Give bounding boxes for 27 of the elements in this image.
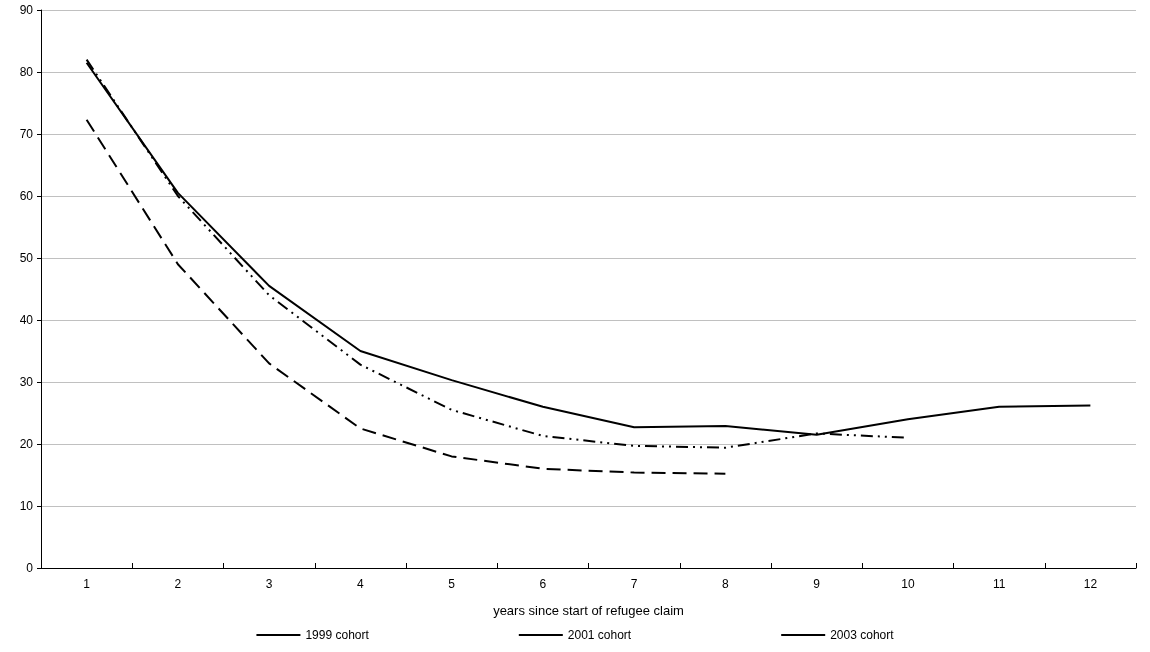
y-tick-label: 40	[19, 313, 34, 327]
x-tick-label: 2	[174, 577, 182, 591]
x-tick-label: 12	[1083, 577, 1098, 591]
y-tick-label: 90	[19, 3, 34, 17]
legend-label: 2003 cohort	[830, 628, 895, 642]
legend-label: 2001 cohort	[567, 628, 632, 642]
x-tick-label: 11	[992, 577, 1006, 591]
y-tick-label: 80	[19, 65, 34, 79]
x-tick-label: 10	[901, 577, 915, 591]
y-tick-label: 0	[26, 561, 34, 575]
legend-label: 1999 cohort	[305, 628, 370, 642]
y-tick-label: 60	[19, 189, 34, 203]
x-tick-label: 5	[448, 577, 456, 591]
y-tick-label: 30	[19, 375, 34, 389]
y-tick-label: 50	[19, 251, 34, 265]
x-tick-label: 8	[722, 577, 730, 591]
y-tick-label: 70	[19, 127, 34, 141]
line-series	[85, 118, 727, 475]
y-tick-label: 10	[19, 499, 34, 513]
x-axis-title: years since start of refugee claim	[493, 603, 684, 618]
x-tick-label: 3	[265, 577, 273, 591]
x-tick-label: 9	[813, 577, 821, 591]
x-tick-label: 4	[357, 577, 365, 591]
x-tick-label: 7	[630, 577, 638, 591]
y-tick-label: 20	[19, 437, 34, 451]
x-tick-label: 1	[83, 577, 91, 591]
x-tick-label: 6	[539, 577, 547, 591]
